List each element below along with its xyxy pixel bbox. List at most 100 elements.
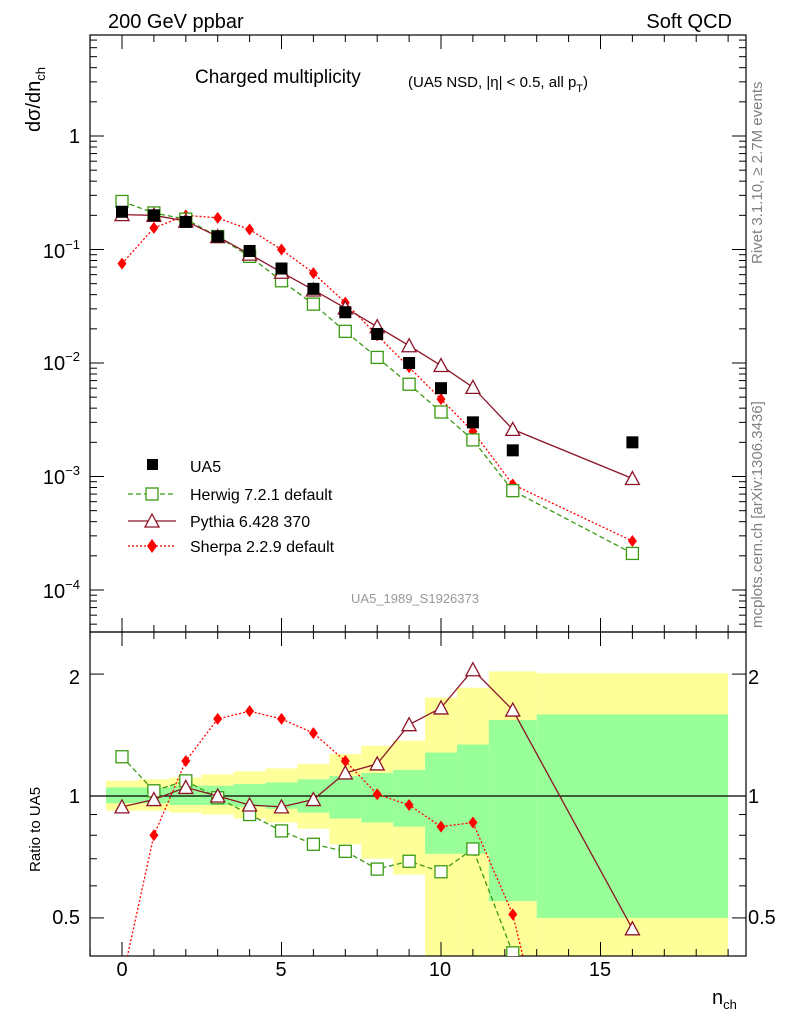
ratio-y-axis-label: Ratio to UA5 [27, 787, 44, 872]
ratio-panel: Ratio to UA5 2 1 0.5 2 1 0.5 0 5 10 15 n… [27, 631, 776, 1012]
ratio-point-sherpa [372, 788, 382, 801]
x-axis-label: nch [712, 987, 737, 1012]
main-point-ua5 [435, 382, 447, 395]
uncertainty-band-green [393, 769, 426, 827]
header-left: 200 GeV ppbar [108, 11, 244, 33]
main-point-ua5 [147, 209, 160, 222]
ratio-point-sherpa [181, 755, 191, 768]
ratio-point-pythia [624, 920, 641, 936]
x-tick-label: 5 [275, 959, 286, 981]
ratio-y-tick-label-right: 2 [748, 667, 759, 689]
ratio-point-pythia [209, 787, 226, 803]
main-point-pythia [401, 337, 418, 353]
analysis-tag: UA5_1989_S1926373 [351, 591, 479, 606]
ratio-point-pythia [464, 661, 481, 677]
ratio-y-tick-label-right: 1 [748, 786, 759, 808]
ratio-point-herwig [466, 842, 480, 856]
ratio-point-herwig [370, 862, 384, 876]
main-point-sherpa [213, 211, 223, 224]
main-point-pythia [624, 470, 641, 486]
ratio-y-tick-label: 2 [69, 667, 80, 689]
main-point-herwig [338, 324, 352, 339]
ratio-point-herwig [506, 946, 520, 956]
main-point-sherpa [277, 243, 286, 256]
ratio-point-herwig [402, 854, 416, 868]
main-line-pythia [121, 213, 633, 480]
main-point-ua5 [403, 357, 416, 369]
y-axis-label: dσ/dnch [23, 67, 48, 132]
ratio-point-sherpa [213, 712, 223, 725]
main-point-sherpa [245, 223, 255, 236]
uncertainty-bands [106, 671, 729, 956]
y-tick-label: 10−3 [43, 463, 80, 489]
ratio-point-pythia [273, 798, 290, 814]
main-point-ua5 [371, 328, 384, 341]
uncertainty-band-green [106, 787, 138, 804]
y-tick-label: 10−1 [43, 237, 80, 263]
ratio-point-herwig [434, 865, 448, 879]
rivet-label: Rivet 3.1.10, ≥ 2.7M events [749, 82, 766, 265]
ratio-point-pythia [113, 798, 131, 814]
ratio-point-pythia [177, 779, 194, 795]
y-tick-label: 10−2 [43, 349, 80, 375]
chart-subtitle: (UA5 NSD, |η| < 0.5, all pT) [408, 74, 588, 95]
ratio-point-sherpa [277, 712, 286, 725]
ratio-point-herwig [306, 837, 321, 851]
main-point-ua5 [179, 215, 192, 228]
ratio-point-herwig [115, 750, 129, 764]
main-point-ua5 [116, 205, 128, 218]
main-point-ua5 [466, 416, 479, 429]
x-tick-label: 10 [429, 959, 451, 981]
main-point-ua5 [307, 282, 320, 295]
ratio-frame [89, 631, 747, 957]
main-point-ua5 [626, 436, 639, 449]
x-tick-label: 15 [589, 959, 611, 981]
uncertainty-band-green [425, 752, 457, 854]
main-point-ua5 [339, 306, 352, 319]
uncertainty-band-green [536, 714, 729, 918]
main-series-ua5 [116, 205, 639, 457]
main-series-herwig [115, 194, 640, 561]
legend-marker-ua5 [147, 459, 158, 470]
legend-label-pythia: Pythia 6.428 370 [190, 514, 310, 531]
legend: UA5 Herwig 7.2.1 default Pythia 6.428 37… [128, 459, 335, 556]
chart-title: Charged multiplicity [195, 67, 361, 88]
main-point-pythia [464, 378, 481, 395]
ratio-line-sherpa [126, 710, 524, 956]
main-point-sherpa [436, 393, 446, 406]
ratio-series-pythia [113, 661, 641, 936]
main-point-herwig [306, 297, 321, 311]
main-point-sherpa [149, 221, 159, 234]
ratio-point-pythia [401, 716, 418, 732]
ratio-y-tick-label-right: 0.5 [748, 907, 776, 929]
legend-marker-sherpa [147, 539, 157, 553]
main-point-sherpa [117, 257, 127, 270]
y-tick-label: 1 [69, 126, 80, 148]
ratio-point-herwig [274, 824, 289, 838]
ratio-point-pythia [432, 699, 450, 715]
main-point-ua5 [506, 444, 519, 457]
main-point-herwig [625, 546, 640, 561]
legend-label-ua5: UA5 [190, 459, 221, 476]
ratio-point-pythia [241, 796, 258, 812]
ratio-point-sherpa [149, 829, 159, 842]
main-point-herwig [434, 405, 448, 419]
legend-label-sherpa: Sherpa 2.2.9 default [190, 539, 335, 556]
mcplots-label: mcplots.cern.ch [arXiv:1306.3436] [749, 401, 766, 628]
ratio-series-herwig [115, 750, 520, 956]
main-point-herwig [115, 194, 129, 209]
main-frame [89, 34, 747, 633]
main-point-ua5 [243, 245, 256, 258]
legend-marker-pythia [143, 512, 161, 528]
uncertainty-band-green [488, 720, 537, 902]
ratio-point-sherpa [245, 705, 255, 718]
ratio-point-sherpa [436, 820, 446, 833]
main-point-herwig [466, 433, 480, 447]
main-point-ua5 [275, 262, 288, 275]
ratio-point-pythia [305, 791, 322, 807]
main-point-sherpa [308, 267, 318, 280]
main-point-herwig [402, 377, 416, 391]
ratio-point-herwig [338, 844, 352, 859]
main-point-pythia [432, 357, 450, 373]
